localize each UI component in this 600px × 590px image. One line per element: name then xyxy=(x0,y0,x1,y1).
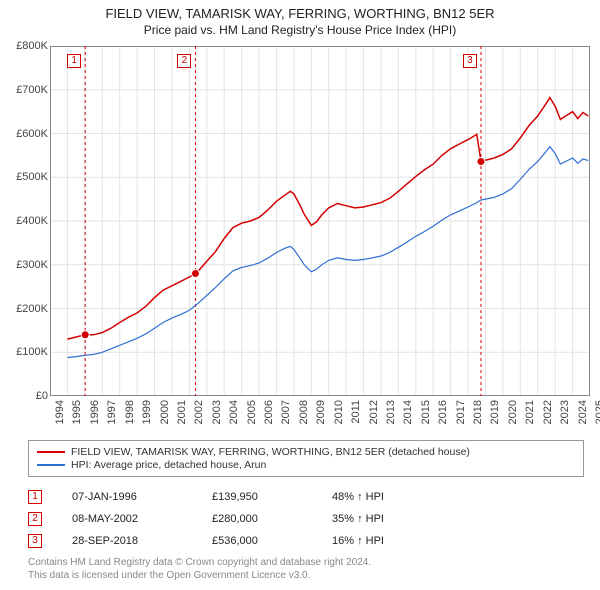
chart-title: FIELD VIEW, TAMARISK WAY, FERRING, WORTH… xyxy=(0,6,600,21)
plot-area xyxy=(50,46,590,396)
transaction-num-cell: 2 xyxy=(28,512,72,526)
transaction-marker: 1 xyxy=(67,54,81,68)
transaction-pct: 35% ↑ HPI xyxy=(332,513,492,525)
x-tick-label: 2007 xyxy=(280,400,292,424)
transaction-num-box: 2 xyxy=(28,512,42,526)
x-tick-label: 2025 xyxy=(594,400,600,424)
legend-item: HPI: Average price, detached house, Arun xyxy=(37,459,575,471)
x-tick-label: 2004 xyxy=(228,400,240,424)
x-tick-label: 2002 xyxy=(193,400,205,424)
y-tick-label: £400K xyxy=(0,215,48,227)
x-tick-label: 2023 xyxy=(559,400,571,424)
transaction-row: 3 28-SEP-2018£536,00016% ↑ HPI xyxy=(28,530,584,552)
x-tick-label: 2011 xyxy=(350,400,362,424)
x-tick-label: 2017 xyxy=(455,400,467,424)
y-tick-label: £200K xyxy=(0,303,48,315)
x-tick-label: 2012 xyxy=(368,400,380,424)
transaction-num-box: 1 xyxy=(28,490,42,504)
x-tick-label: 2013 xyxy=(385,400,397,424)
x-tick-label: 1998 xyxy=(124,400,136,424)
transaction-marker: 3 xyxy=(463,54,477,68)
x-tick-label: 2009 xyxy=(315,400,327,424)
x-tick-label: 2006 xyxy=(263,400,275,424)
x-tick-label: 2022 xyxy=(542,400,554,424)
transaction-num-box: 3 xyxy=(28,534,42,548)
legend-swatch xyxy=(37,451,65,453)
titles: FIELD VIEW, TAMARISK WAY, FERRING, WORTH… xyxy=(0,0,600,37)
x-tick-label: 2020 xyxy=(507,400,519,424)
x-tick-label: 1996 xyxy=(89,400,101,424)
x-tick-label: 2014 xyxy=(402,400,414,424)
attribution: Contains HM Land Registry data © Crown c… xyxy=(28,556,584,582)
x-tick-label: 1997 xyxy=(106,400,118,424)
y-tick-label: £500K xyxy=(0,171,48,183)
x-tick-label: 2005 xyxy=(246,400,258,424)
transactions-table: 1 07-JAN-1996£139,95048% ↑ HPI 2 08-MAY-200… xyxy=(28,486,584,552)
transaction-num-cell: 1 xyxy=(28,490,72,504)
x-tick-label: 2010 xyxy=(333,400,345,424)
transaction-price: £280,000 xyxy=(212,513,332,525)
y-tick-label: £0 xyxy=(0,390,48,402)
y-tick-label: £700K xyxy=(0,84,48,96)
transaction-pct: 48% ↑ HPI xyxy=(332,491,492,503)
legend-label: FIELD VIEW, TAMARISK WAY, FERRING, WORTH… xyxy=(71,446,470,458)
y-tick-label: £300K xyxy=(0,259,48,271)
x-tick-label: 2008 xyxy=(298,400,310,424)
chart-subtitle: Price paid vs. HM Land Registry's House … xyxy=(0,23,600,37)
legend-item: FIELD VIEW, TAMARISK WAY, FERRING, WORTH… xyxy=(37,446,575,458)
plot-svg xyxy=(50,46,590,396)
y-tick-label: £100K xyxy=(0,346,48,358)
y-tick-label: £800K xyxy=(0,40,48,52)
attribution-line1: Contains HM Land Registry data © Crown c… xyxy=(28,556,584,569)
x-tick-label: 2019 xyxy=(489,400,501,424)
x-tick-label: 2024 xyxy=(577,400,589,424)
transaction-num-cell: 3 xyxy=(28,534,72,548)
transaction-marker: 2 xyxy=(177,54,191,68)
x-tick-label: 2001 xyxy=(176,400,188,424)
transaction-date: 28-SEP-2018 xyxy=(72,535,212,547)
x-tick-label: 2021 xyxy=(524,400,536,424)
x-tick-label: 1999 xyxy=(141,400,153,424)
transaction-price: £139,950 xyxy=(212,491,332,503)
x-tick-label: 2003 xyxy=(211,400,223,424)
transaction-row: 1 07-JAN-1996£139,95048% ↑ HPI xyxy=(28,486,584,508)
chart-container: FIELD VIEW, TAMARISK WAY, FERRING, WORTH… xyxy=(0,0,600,590)
x-tick-label: 1994 xyxy=(54,400,66,424)
attribution-line2: This data is licensed under the Open Gov… xyxy=(28,569,584,582)
transaction-price: £536,000 xyxy=(212,535,332,547)
legend: FIELD VIEW, TAMARISK WAY, FERRING, WORTH… xyxy=(28,440,584,477)
x-tick-label: 2000 xyxy=(159,400,171,424)
x-tick-label: 2016 xyxy=(437,400,449,424)
x-tick-label: 2018 xyxy=(472,400,484,424)
transaction-row: 2 08-MAY-2002£280,00035% ↑ HPI xyxy=(28,508,584,530)
transaction-date: 08-MAY-2002 xyxy=(72,513,212,525)
y-tick-label: £600K xyxy=(0,128,48,140)
transaction-pct: 16% ↑ HPI xyxy=(332,535,492,547)
legend-label: HPI: Average price, detached house, Arun xyxy=(71,459,266,471)
x-tick-label: 1995 xyxy=(71,400,83,424)
x-tick-label: 2015 xyxy=(420,400,432,424)
transaction-date: 07-JAN-1996 xyxy=(72,491,212,503)
legend-swatch xyxy=(37,464,65,466)
